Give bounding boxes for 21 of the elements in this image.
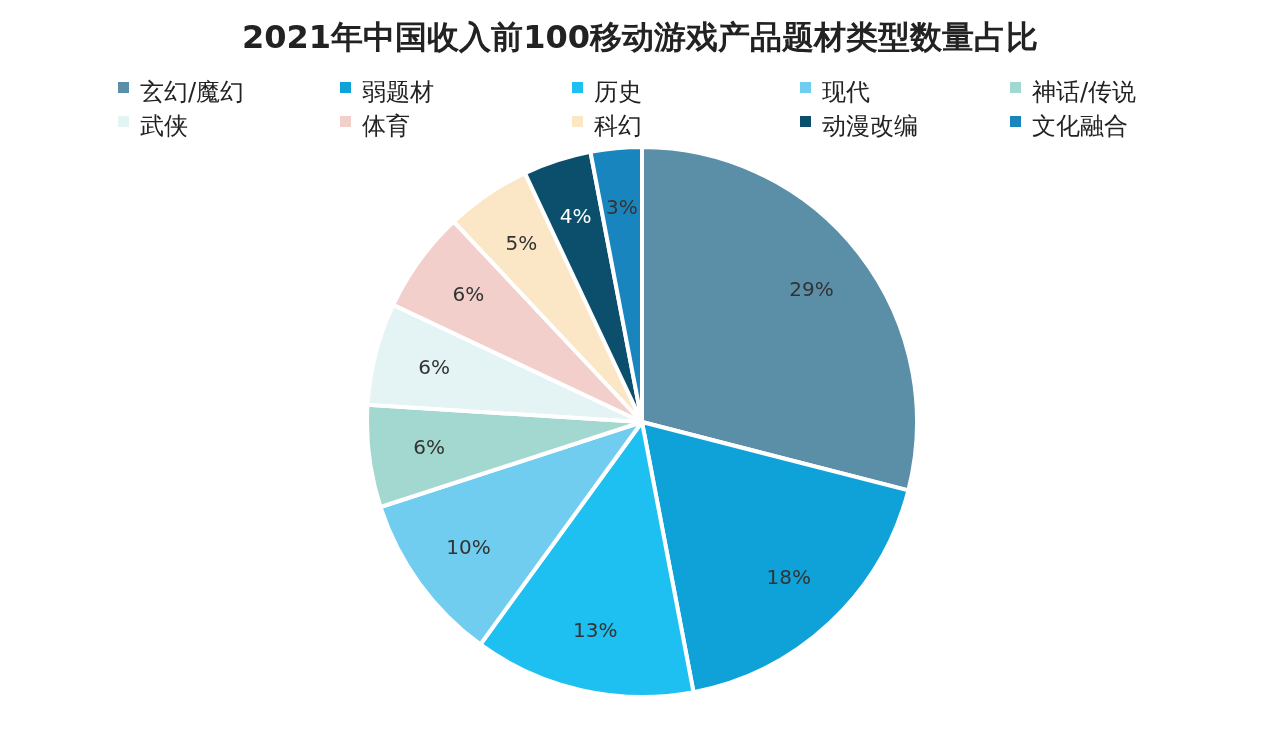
legend-label: 神话/传说 — [1032, 78, 1137, 106]
data-label: 18% — [766, 564, 812, 589]
data-label: 6% — [413, 435, 446, 460]
legend-label: 动漫改编 — [822, 112, 918, 140]
data-label: 5% — [505, 231, 538, 256]
data-label: 13% — [572, 617, 618, 642]
data-label: 29% — [789, 277, 834, 302]
data-label: 6% — [418, 355, 451, 380]
legend-label: 文化融合 — [1032, 112, 1128, 140]
legend-label: 玄幻/魔幻 — [140, 78, 245, 106]
legend-label: 体育 — [362, 112, 410, 140]
legend-label: 武侠 — [140, 112, 188, 140]
legend-label: 科幻 — [594, 112, 642, 140]
data-label: 10% — [446, 534, 491, 559]
legend-label: 弱题材 — [362, 78, 434, 106]
legend-label: 历史 — [594, 78, 642, 106]
chart-title: 2021年中国收入前100移动游戏产品题材类型数量占比 — [242, 18, 1038, 56]
data-label: 4% — [559, 204, 592, 229]
data-label: 3% — [605, 194, 638, 219]
legend-label: 现代 — [822, 78, 870, 106]
data-label: 6% — [452, 282, 485, 307]
